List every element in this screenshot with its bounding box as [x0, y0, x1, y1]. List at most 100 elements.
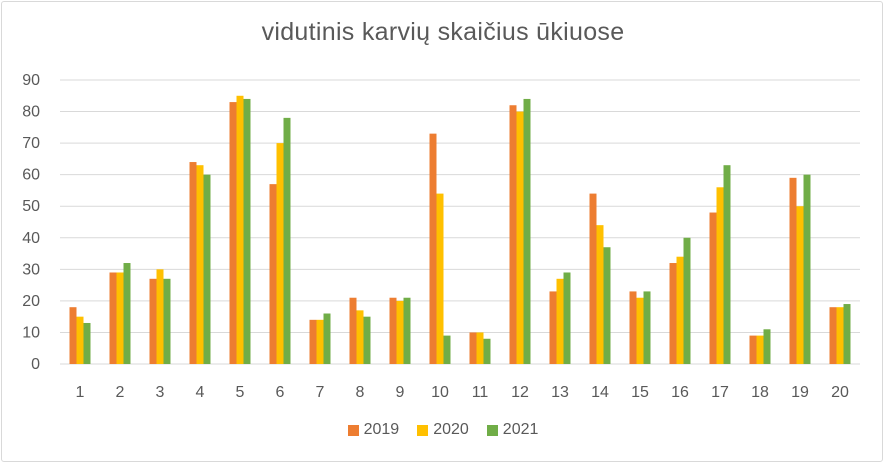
legend-label: 2021 — [502, 421, 539, 438]
legend: 2019 2020 2021 — [0, 421, 886, 439]
chart-title: vidutinis karvių skaičius ūkiuose — [261, 18, 625, 46]
bar-2020-20 — [836, 307, 844, 364]
bar-2019-5 — [229, 102, 237, 364]
gridlines — [60, 79, 860, 365]
legend-item-2019: 2019 — [347, 421, 400, 439]
bar-2019-19 — [789, 177, 797, 364]
legend-label: 2019 — [363, 421, 400, 438]
x-tick-label: 8 — [356, 384, 365, 401]
bar-2021-13 — [563, 272, 571, 364]
bar-2019-20 — [829, 307, 837, 364]
legend-item-2021: 2021 — [486, 421, 539, 439]
bars — [69, 95, 851, 365]
bar-2021-12 — [523, 98, 531, 364]
bar-2020-12 — [516, 111, 524, 364]
bar-2020-8 — [356, 310, 364, 364]
bar-2019-6 — [269, 184, 277, 364]
bar-2020-17 — [716, 187, 724, 364]
bar-2021-4 — [203, 174, 211, 364]
x-tick-label: 6 — [276, 384, 285, 401]
bar-2021-5 — [243, 98, 251, 364]
y-tick-label: 20 — [22, 293, 40, 310]
bar-2020-6 — [276, 143, 284, 364]
x-tick-label: 7 — [316, 384, 325, 401]
x-tick-label: 9 — [396, 384, 405, 401]
x-tick-label: 15 — [631, 384, 649, 401]
x-tick-label: 5 — [236, 384, 245, 401]
bar-2020-19 — [796, 206, 804, 364]
legend-swatch — [486, 424, 498, 436]
bar-2021-15 — [643, 291, 651, 364]
bar-2021-19 — [803, 174, 811, 364]
x-tick-label: 14 — [591, 384, 609, 401]
bar-2020-16 — [676, 256, 684, 364]
bar-2020-9 — [396, 300, 404, 364]
bar-2021-20 — [843, 304, 851, 364]
bar-2020-15 — [636, 297, 644, 364]
bar-2020-13 — [556, 278, 564, 364]
x-tick-label: 12 — [511, 384, 529, 401]
x-tick-label: 19 — [791, 384, 809, 401]
x-tick-label: 17 — [711, 384, 729, 401]
bar-2020-11 — [476, 332, 484, 364]
bar-2020-10 — [436, 193, 444, 364]
y-tick-label: 40 — [22, 230, 40, 247]
x-tick-label: 18 — [751, 384, 769, 401]
bar-2019-13 — [549, 291, 557, 364]
y-tick-label: 50 — [22, 198, 40, 215]
y-tick-label: 60 — [22, 167, 40, 184]
bar-2021-10 — [443, 335, 451, 364]
bar-2019-11 — [469, 332, 477, 364]
bar-2019-9 — [389, 297, 397, 364]
bar-2019-17 — [709, 212, 717, 364]
bar-2021-1 — [83, 322, 91, 364]
x-tick-label: 10 — [431, 384, 449, 401]
bar-2019-14 — [589, 193, 597, 364]
bar-2020-2 — [116, 272, 124, 364]
bar-2019-2 — [109, 272, 117, 364]
bar-2021-8 — [363, 316, 371, 364]
bar-2021-16 — [683, 237, 691, 364]
x-tick-label: 13 — [551, 384, 569, 401]
bar-2020-18 — [756, 335, 764, 364]
x-axis: 1 2 3 4 5 6 7 8 9 10 11 12 13 14 15 16 17 18 19 20 — [76, 384, 849, 401]
legend-label: 2020 — [433, 421, 469, 438]
bar-2020-4 — [196, 165, 204, 364]
legend-swatch — [417, 424, 429, 436]
bar-2020-5 — [236, 95, 244, 365]
bar-2021-3 — [163, 278, 171, 364]
bar-2020-3 — [156, 269, 164, 364]
bar-2019-1 — [69, 307, 77, 364]
legend-item-2020: 2020 — [417, 421, 469, 439]
bar-2021-11 — [483, 338, 491, 364]
bar-2021-18 — [763, 329, 771, 364]
y-tick-label: 90 — [22, 72, 40, 89]
legend-swatch — [347, 424, 359, 436]
x-tick-label: 3 — [156, 384, 165, 401]
y-tick-label: 10 — [22, 324, 40, 341]
x-tick-label: 20 — [831, 384, 849, 401]
bar-2019-8 — [349, 297, 357, 364]
bar-2019-15 — [629, 291, 637, 364]
bar-2021-2 — [123, 263, 131, 364]
bar-2019-10 — [429, 133, 437, 364]
bar-2020-1 — [76, 316, 84, 364]
y-tick-label: 0 — [31, 356, 40, 373]
bar-2019-4 — [189, 162, 197, 364]
bar-2019-7 — [309, 319, 317, 364]
bar-2021-17 — [723, 165, 731, 364]
bar-2021-6 — [283, 117, 291, 364]
bar-2021-14 — [603, 247, 611, 364]
x-tick-label: 2 — [116, 384, 125, 401]
bar-2020-14 — [596, 225, 604, 364]
bar-2019-3 — [149, 278, 157, 364]
x-tick-label: 11 — [472, 384, 489, 401]
y-tick-label: 80 — [22, 104, 40, 121]
y-tick-label: 70 — [22, 135, 40, 152]
bar-2021-7 — [323, 313, 331, 364]
bar-2019-12 — [509, 105, 517, 364]
bar-2020-7 — [316, 319, 324, 364]
bar-2021-9 — [403, 297, 411, 364]
bar-2019-16 — [669, 263, 677, 364]
